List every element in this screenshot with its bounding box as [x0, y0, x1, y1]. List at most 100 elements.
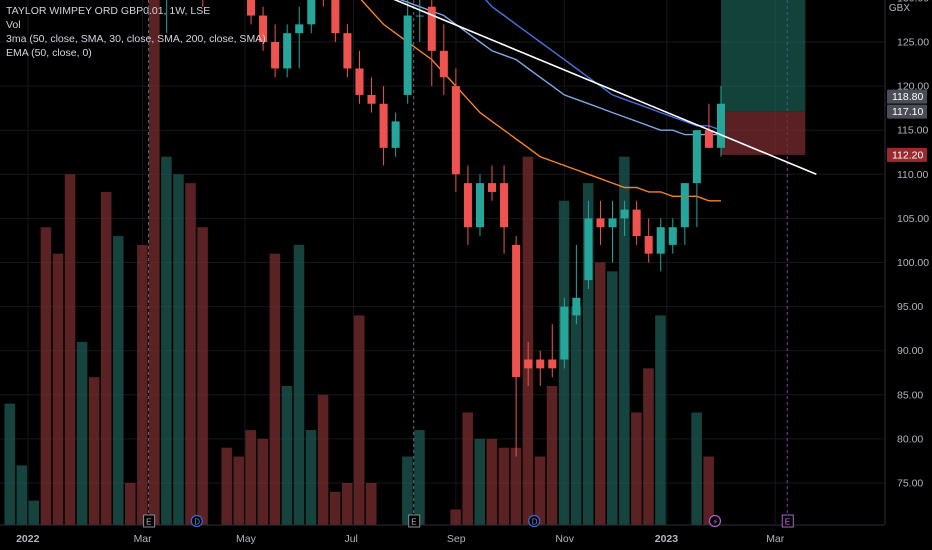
price-tick-label: 120.00	[897, 81, 929, 93]
volume-bar	[486, 438, 498, 525]
volume-bar	[305, 430, 317, 525]
candle-body[interactable]	[367, 94, 376, 104]
volume-bar	[40, 227, 52, 525]
time-axis-label: Mar	[766, 533, 785, 545]
event-badge[interactable]	[781, 514, 794, 528]
candle-body[interactable]	[644, 236, 653, 254]
candle-body[interactable]	[704, 130, 713, 148]
candle-body[interactable]	[716, 103, 725, 148]
price-tick-label: 85.00	[897, 389, 923, 401]
moving-average-legend[interactable]: 3ma (50, close, SMA, 30, close, SMA, 200…	[6, 33, 266, 45]
trendline[interactable]	[305, 0, 817, 176]
ema50-line	[360, 0, 721, 202]
candle-body[interactable]	[295, 24, 304, 34]
volume-bar	[28, 500, 40, 525]
volume-bar	[76, 341, 88, 525]
candle-body[interactable]	[463, 183, 472, 228]
candle-body[interactable]	[439, 50, 448, 78]
candle-body[interactable]	[283, 33, 292, 69]
candle-body[interactable]	[536, 359, 545, 369]
volume-bar	[498, 447, 510, 525]
volume-bar	[293, 244, 305, 526]
volume-bar	[161, 156, 172, 525]
volume-bar	[125, 483, 136, 525]
candle-body[interactable]	[247, 0, 256, 16]
candle-body[interactable]	[415, 15, 424, 17]
candle-body[interactable]	[355, 68, 364, 95]
volume-bar	[317, 394, 329, 525]
volume-bar	[643, 368, 654, 525]
volume-bar	[582, 183, 594, 525]
candle-body[interactable]	[500, 183, 509, 228]
volume-bar	[52, 253, 64, 525]
volume-bar	[607, 271, 618, 525]
candle-body[interactable]	[620, 209, 629, 219]
candle-body[interactable]	[271, 42, 280, 69]
volume-bar	[474, 438, 485, 525]
candle-body[interactable]	[343, 33, 352, 69]
event-badge-label: D	[532, 518, 538, 527]
candle-body[interactable]	[391, 121, 400, 148]
volume-bar	[64, 174, 76, 526]
volume-bar	[245, 430, 257, 525]
candle-body[interactable]	[656, 227, 665, 254]
volume-bar	[137, 244, 148, 526]
volume-bar	[197, 227, 208, 525]
candle-body[interactable]	[475, 183, 484, 228]
candle-body[interactable]	[524, 359, 533, 369]
price-tick-label: 125.00	[897, 37, 929, 49]
volume-bar	[462, 412, 473, 525]
candle-body[interactable]	[427, 6, 436, 51]
position-loss-zone[interactable]	[720, 111, 806, 155]
price-tick-label: 80.00	[897, 433, 923, 445]
candle-body[interactable]	[259, 15, 268, 42]
candle-body[interactable]	[488, 183, 497, 192]
event-badge-label: E	[146, 518, 151, 527]
volume-bar	[233, 456, 244, 525]
volume-bar	[269, 253, 281, 525]
candle-body[interactable]	[596, 218, 605, 228]
volume-bar	[149, 0, 160, 525]
time-axis-label: Nov	[555, 533, 574, 545]
position-profit-zone[interactable]	[720, 0, 806, 112]
candle-body[interactable]	[608, 218, 617, 228]
candle-body[interactable]	[548, 359, 557, 369]
price-label: 118.80	[892, 91, 923, 103]
volume-bar	[691, 412, 702, 525]
volume-legend[interactable]: Vol	[6, 19, 21, 31]
volume-bar	[522, 156, 534, 525]
candle-body[interactable]	[632, 209, 641, 237]
volume-bar	[619, 156, 630, 525]
price-tick-label: 115.00	[897, 125, 928, 137]
ma50-line	[484, 0, 722, 131]
candle-body[interactable]	[584, 218, 593, 281]
candle-body[interactable]	[692, 130, 701, 184]
event-badge[interactable]	[143, 514, 156, 528]
candle-body[interactable]	[331, 0, 340, 34]
candle-body[interactable]	[680, 183, 689, 228]
volume-bar	[4, 403, 16, 525]
price-label-box	[887, 89, 927, 104]
candle-body[interactable]	[379, 103, 388, 148]
price-tick-label: 110.00	[897, 169, 928, 181]
volume-bar	[88, 377, 100, 525]
event-badge-label: E	[785, 518, 790, 527]
time-axis-label: Mar	[134, 533, 153, 545]
event-badge[interactable]	[190, 514, 203, 528]
time-axis-label: May	[236, 533, 257, 545]
candle-body[interactable]	[560, 306, 569, 360]
event-badge[interactable]	[528, 514, 541, 528]
candle-body[interactable]	[572, 297, 581, 316]
ema-legend[interactable]: EMA (50, close, 0)	[6, 47, 92, 59]
volume-bar	[100, 191, 112, 525]
candle-body[interactable]	[307, 0, 316, 25]
price-label-box	[887, 147, 927, 162]
candle-body[interactable]	[668, 227, 677, 245]
event-badge[interactable]	[408, 514, 421, 528]
candle-body[interactable]	[403, 15, 412, 95]
candle-body[interactable]	[451, 86, 460, 175]
event-badge[interactable]	[708, 514, 722, 528]
candle-body[interactable]	[512, 244, 521, 378]
symbol-title[interactable]: TAYLOR WIMPEY ORD GBP0.01, 1W, LSE	[6, 5, 211, 17]
